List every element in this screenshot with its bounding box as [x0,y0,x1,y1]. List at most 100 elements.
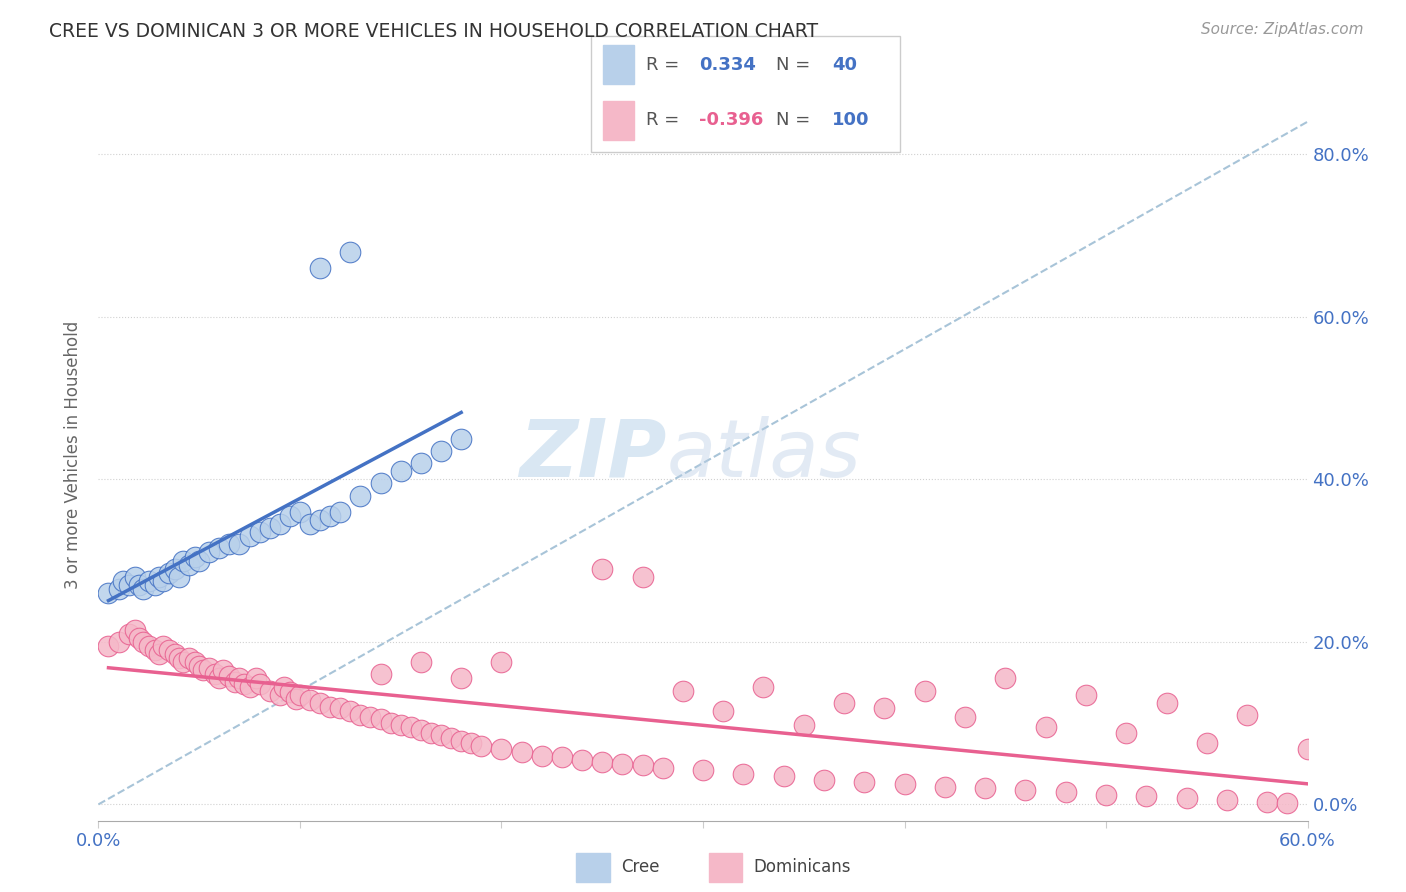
Point [651,761,673,775]
Point [157,643,180,657]
Point [309,513,332,527]
Point [208,541,231,556]
Point [288,505,311,519]
Bar [603,101,634,140]
Point [631,758,654,772]
Point [259,521,281,535]
Point [198,545,221,559]
Point [934,780,956,794]
Point [612,756,634,771]
Point [530,748,553,763]
Point [163,647,186,661]
Point [124,570,146,584]
Bar [709,854,742,881]
Point [329,505,352,519]
Point [752,680,775,694]
Point [510,745,533,759]
Text: CREE VS DOMINICAN 3 OR MORE VEHICLES IN HOUSEHOLD CORRELATION CHART: CREE VS DOMINICAN 3 OR MORE VEHICLES IN … [49,22,818,41]
Text: R =: R = [647,55,679,74]
Point [273,680,295,694]
Text: atlas: atlas [666,416,862,494]
Point [288,688,311,702]
Point [319,508,342,523]
Point [370,712,392,726]
Point [148,647,170,661]
Point [1054,785,1077,799]
Point [138,639,160,653]
Point [360,709,382,723]
Text: Dominicans: Dominicans [754,858,851,877]
Point [399,720,422,734]
Point [1156,696,1178,710]
Text: 40: 40 [832,55,856,74]
Point [228,672,250,686]
Point [631,570,654,584]
Point [218,669,240,683]
Point [198,661,221,675]
Point [179,651,201,665]
Point [152,639,174,653]
Point [309,696,332,710]
Point [450,672,472,686]
Point [813,772,835,787]
Point [409,723,432,737]
Point [339,704,361,718]
Point [793,717,815,731]
Point [138,574,160,588]
Text: 0.334: 0.334 [699,55,755,74]
Point [172,655,194,669]
Point [591,755,613,769]
Point [184,655,207,669]
Point [389,717,412,731]
Point [450,734,472,748]
Point [259,683,281,698]
Point [1035,720,1057,734]
Point [143,578,166,592]
Point [339,244,361,259]
Point [1277,796,1299,810]
Text: N =: N = [776,55,810,74]
Point [284,691,307,706]
Point [111,574,134,588]
Text: Cree: Cree [621,858,659,877]
Point [97,586,120,600]
Point [470,739,492,753]
Point [232,677,254,691]
Point [148,570,170,584]
Point [571,753,593,767]
Point [128,631,150,645]
Point [953,709,976,723]
Point [188,659,211,673]
Point [491,655,513,669]
Point [430,728,453,742]
Point [1135,789,1157,804]
Point [249,525,271,540]
Point [309,260,332,275]
Point [1256,795,1278,809]
Point [1195,736,1218,750]
Point [772,769,794,783]
Point [239,680,262,694]
Point [1115,726,1137,740]
Point [188,553,211,567]
Point [193,663,215,677]
Point [409,655,432,669]
Point [591,562,613,576]
Point [132,582,155,596]
Point [208,672,231,686]
Point [157,566,180,580]
Point [299,693,322,707]
Text: 100: 100 [832,112,869,129]
Point [179,558,201,572]
Text: R =: R = [647,112,679,129]
Text: -0.396: -0.396 [699,112,763,129]
Point [228,537,250,551]
Point [711,704,734,718]
Point [1175,790,1198,805]
Point [994,672,1017,686]
Point [832,696,855,710]
Point [349,489,371,503]
Point [204,667,226,681]
Point [1095,788,1118,802]
Point [692,764,714,778]
